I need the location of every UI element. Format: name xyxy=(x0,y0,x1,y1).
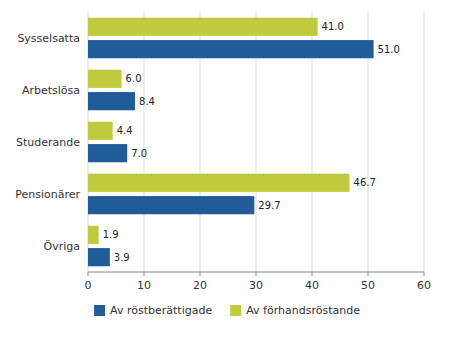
x-tick xyxy=(312,272,313,276)
x-tick xyxy=(256,272,257,276)
x-tick-label: 50 xyxy=(361,279,375,292)
bar xyxy=(88,40,374,58)
data-label: 4.4 xyxy=(117,125,133,136)
x-tick-label: 60 xyxy=(417,279,431,292)
x-tick-label: 0 xyxy=(85,279,92,292)
legend-label: Av röstberättigade xyxy=(110,304,212,317)
x-axis xyxy=(88,272,424,273)
category-label: Övriga xyxy=(44,240,80,253)
chart-container: 0 10 20 30 40 50 60 51.0 41.0 8.4 6.0 7.0 4.4 29.7 46.… xyxy=(0,0,454,340)
legend-label: Av förhandsröstande xyxy=(246,304,360,317)
category-label: Pensionärer xyxy=(15,188,80,201)
data-labels: 51.0 41.0 8.4 6.0 7.0 4.4 29.7 46.7 3.9 1.9 xyxy=(103,21,400,262)
category-label: Studerande xyxy=(16,136,80,149)
bars xyxy=(88,18,374,267)
legend: Av röstberättigade Av förhandsröstande xyxy=(94,304,360,317)
data-label: 1.9 xyxy=(103,229,119,240)
bar xyxy=(88,70,122,88)
data-label: 51.0 xyxy=(378,44,400,55)
x-tick xyxy=(424,272,425,276)
x-tick xyxy=(144,272,145,276)
bar xyxy=(88,92,135,110)
data-label: 29.7 xyxy=(258,200,280,211)
chart-svg: 0 10 20 30 40 50 60 51.0 41.0 8.4 6.0 7.0 4.4 29.7 46.… xyxy=(0,0,454,340)
x-tick-label: 20 xyxy=(193,279,207,292)
legend-item: Av röstberättigade xyxy=(94,304,212,317)
x-tick xyxy=(200,272,201,276)
bar xyxy=(88,122,113,140)
grid xyxy=(88,12,424,272)
bar xyxy=(88,248,110,266)
data-label: 46.7 xyxy=(354,177,376,188)
data-label: 3.9 xyxy=(114,252,130,263)
bar xyxy=(88,196,254,214)
category-label: Arbetslösa xyxy=(22,84,80,97)
data-label: 41.0 xyxy=(322,21,344,32)
x-tick xyxy=(88,272,89,276)
data-label: 6.0 xyxy=(126,73,142,84)
x-tick-label: 10 xyxy=(137,279,151,292)
grid-line xyxy=(424,12,425,272)
x-tick-label: 40 xyxy=(305,279,319,292)
x-tick xyxy=(368,272,369,276)
bar xyxy=(88,144,127,162)
legend-item: Av förhandsröstande xyxy=(230,304,360,317)
bar xyxy=(88,18,318,36)
category-label: Sysselsatta xyxy=(17,32,80,45)
legend-swatch xyxy=(94,305,105,316)
bar xyxy=(88,174,350,192)
bar xyxy=(88,226,99,244)
legend-swatch xyxy=(230,305,241,316)
x-tick-label: 30 xyxy=(249,279,263,292)
data-label: 7.0 xyxy=(131,148,147,159)
data-label: 8.4 xyxy=(139,96,155,107)
